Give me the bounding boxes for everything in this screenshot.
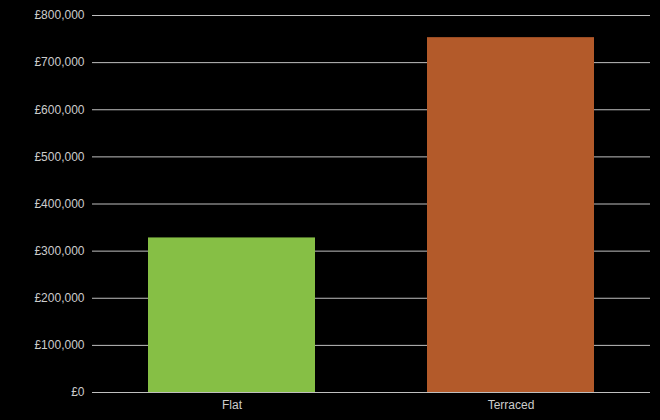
svg-text:Terraced: Terraced	[488, 398, 535, 412]
svg-text:£500,000: £500,000	[34, 150, 84, 164]
svg-text:£100,000: £100,000	[34, 338, 84, 352]
svg-text:£0: £0	[71, 385, 85, 399]
svg-text:£800,000: £800,000	[34, 8, 84, 22]
svg-text:£200,000: £200,000	[34, 291, 84, 305]
svg-text:£400,000: £400,000	[34, 197, 84, 211]
svg-text:£300,000: £300,000	[34, 244, 84, 258]
svg-text:£700,000: £700,000	[34, 55, 84, 69]
svg-text:£600,000: £600,000	[34, 103, 84, 117]
svg-text:Flat: Flat	[222, 398, 243, 412]
